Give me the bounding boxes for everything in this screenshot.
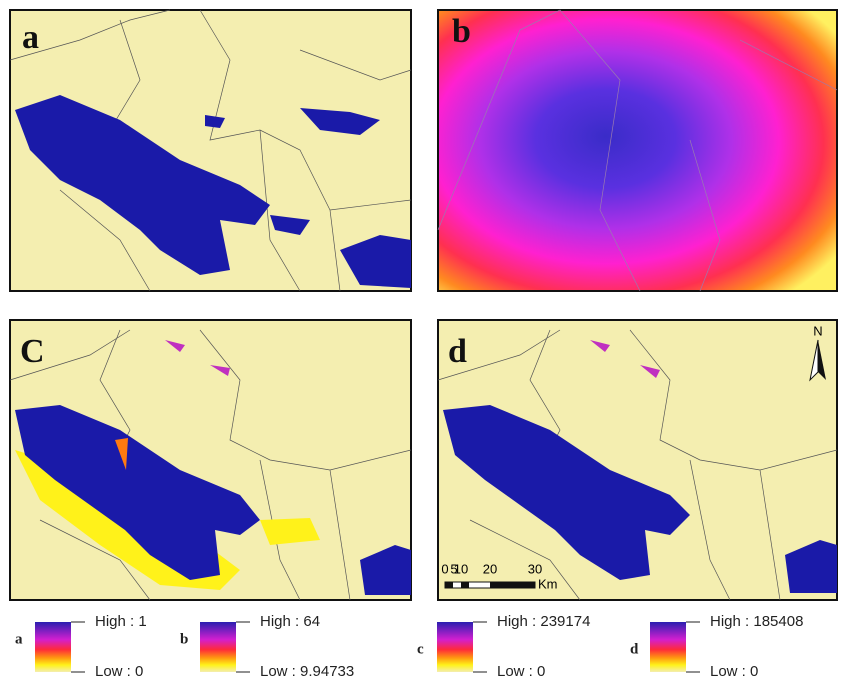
- panel-label: C: [20, 333, 45, 370]
- panel-label: d: [448, 333, 467, 370]
- legend-ramp: [650, 622, 686, 672]
- legend-letter: d: [630, 641, 639, 657]
- legend-letter: b: [180, 631, 188, 647]
- legend-high: High : 239174: [497, 613, 590, 630]
- legend-high: High : 1: [95, 613, 147, 630]
- legends: a High : 1 Low : 0 b High : 64 Low : 9.94733 c…: [15, 613, 803, 680]
- map-frame: [438, 10, 837, 291]
- panel-a: a: [10, 10, 411, 291]
- legend-low: Low : 0: [95, 663, 143, 680]
- scale-unit: Km: [538, 576, 558, 591]
- figure: a b C d N 05102030Km aHigh : 1Low : 0bHi…: [0, 0, 841, 689]
- scale-label: 10: [454, 561, 468, 576]
- panel-label: a: [22, 19, 39, 56]
- legend-low: Low : 9.94733: [260, 663, 354, 680]
- legend-ramp: [437, 622, 473, 672]
- legend-high: High : 185408: [710, 613, 803, 630]
- panel-label: b: [452, 13, 471, 50]
- legend-high: High : 64: [260, 613, 320, 630]
- scale-label: 0: [441, 561, 448, 576]
- scale-label: 30: [528, 561, 542, 576]
- north-label: N: [813, 323, 822, 338]
- panel-c: C: [10, 320, 411, 600]
- legend-ramp: [35, 622, 71, 672]
- legend-low: Low : 0: [710, 663, 758, 680]
- scale-label: 20: [483, 561, 497, 576]
- legend-ramp: [200, 622, 236, 672]
- scale-bar-segment: [461, 582, 469, 588]
- legend-low: Low : 0: [497, 663, 545, 680]
- scale-bar-segment: [490, 582, 535, 588]
- scale-bar-segment: [445, 582, 453, 588]
- panel-b: b: [438, 10, 837, 291]
- legend-letter: c: [417, 641, 424, 657]
- legend-letter: a: [15, 631, 23, 647]
